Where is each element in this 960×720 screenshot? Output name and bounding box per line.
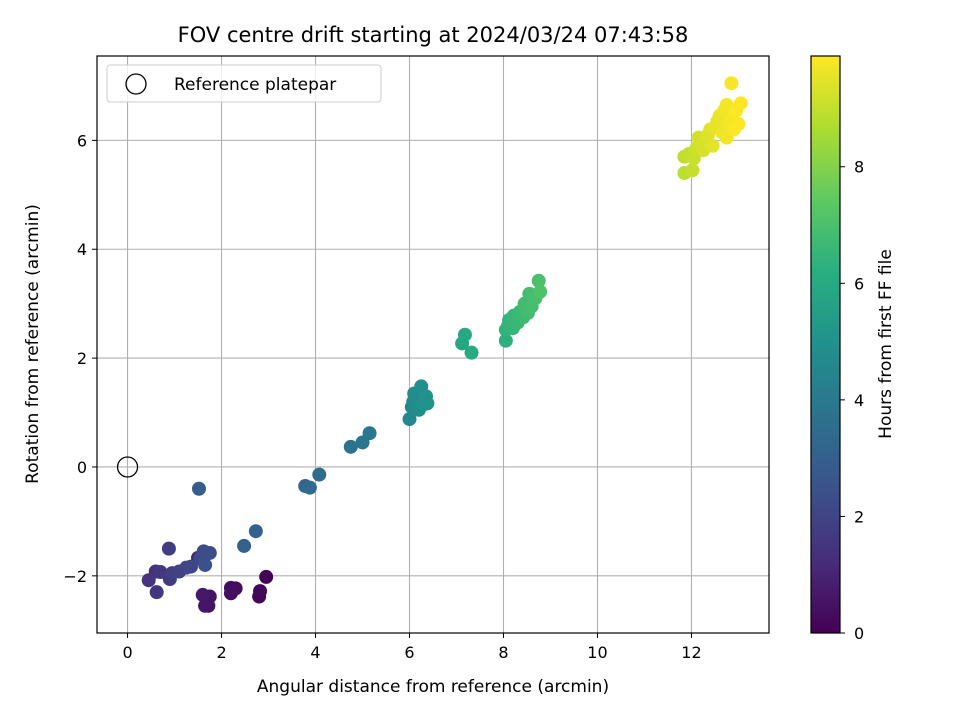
data-point	[141, 573, 156, 588]
colorbar-gradient	[811, 56, 840, 633]
data-point	[705, 138, 720, 153]
data-point	[248, 524, 263, 539]
plot-frame	[96, 55, 770, 634]
data-point	[302, 480, 317, 495]
data-point	[464, 345, 479, 360]
y-axis-ticks: −2 0 2 4 6	[63, 131, 97, 586]
x-axis-label: Angular distance from reference (arcmin)	[257, 677, 609, 697]
legend-circle-icon	[125, 73, 147, 95]
grid	[97, 56, 769, 633]
data-point	[531, 273, 546, 288]
data-point	[533, 284, 548, 299]
legend-box	[106, 64, 382, 103]
colorbar: 0 2 4 6 8 Hours from first FF file	[810, 55, 896, 643]
y-tick-label: 0	[77, 458, 87, 477]
data-point	[198, 557, 213, 572]
data-point	[362, 426, 377, 441]
data-point	[237, 538, 252, 553]
y-tick-label: 2	[77, 349, 87, 368]
data-point	[191, 481, 206, 496]
data-point	[253, 584, 268, 599]
x-tick-label: 2	[216, 643, 226, 662]
colorbar-ticks: 0 2 4 6 8	[840, 158, 864, 643]
data-point	[198, 598, 213, 613]
data-point	[733, 96, 748, 111]
reference-platepar-marker	[116, 456, 139, 478]
colorbar-tick-label: 8	[854, 158, 864, 177]
data-point	[195, 587, 210, 602]
data-point	[202, 545, 217, 560]
x-tick-label: 8	[498, 643, 508, 662]
y-tick-label: −2	[63, 567, 87, 586]
data-point	[685, 163, 700, 178]
colorbar-tick-label: 4	[854, 391, 864, 410]
data-point	[724, 76, 739, 91]
y-tick-label: 4	[77, 240, 87, 259]
data-point	[149, 585, 164, 600]
data-point	[420, 396, 435, 411]
x-tick-label: 10	[587, 643, 607, 662]
data-point	[731, 117, 746, 132]
data-point	[223, 586, 238, 601]
y-tick-label: 6	[77, 131, 87, 150]
legend: Reference platepar	[106, 64, 382, 103]
colorbar-tick-label: 6	[854, 274, 864, 293]
data-point	[457, 327, 472, 342]
reference-marker	[116, 456, 139, 478]
data-point	[312, 467, 327, 482]
y-axis-label: Rotation from reference (arcmin)	[23, 204, 43, 484]
colorbar-tick-label: 0	[854, 624, 864, 643]
data-point	[343, 439, 358, 454]
data-point	[161, 541, 176, 556]
legend-entry-reference: Reference platepar	[174, 75, 336, 95]
data-point	[498, 333, 513, 348]
data-point	[402, 412, 417, 427]
data-point	[259, 569, 274, 584]
data-points	[141, 76, 748, 613]
x-tick-label: 4	[310, 643, 320, 662]
colorbar-label: Hours from first FF file	[876, 249, 896, 439]
colorbar-tick-label: 2	[854, 507, 864, 526]
x-tick-label: 6	[404, 643, 414, 662]
x-axis-ticks: 0 2 4 6 8 10 12	[122, 633, 702, 662]
x-tick-label: 0	[122, 643, 132, 662]
chart-title: FOV centre drift starting at 2024/03/24 …	[178, 23, 689, 47]
x-tick-label: 12	[681, 643, 701, 662]
colorbar-frame	[810, 55, 841, 634]
data-point	[183, 559, 198, 574]
